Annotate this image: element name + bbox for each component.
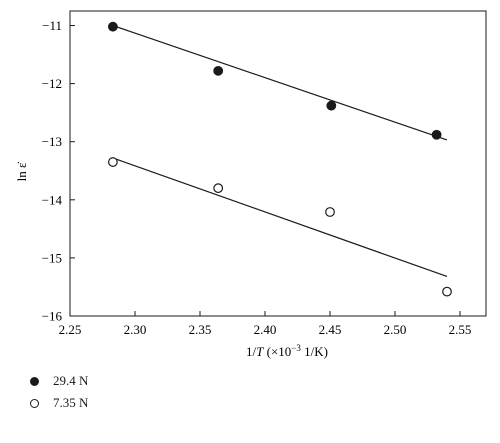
y-tick-label: −13 [42,134,62,149]
x-axis-title: 1/T (×10−3 1/K) [246,343,328,359]
x-tick-label: 2.35 [189,322,212,337]
y-tick-label: −14 [42,192,63,207]
data-point-29-4n [326,100,337,111]
x-tick-label: 2.55 [449,322,472,337]
filled-circle-icon [30,376,39,386]
open-circle-icon [30,398,39,408]
legend-item-29-4n: 29.4 N [30,370,88,392]
plot-frame [69,10,487,317]
data-point-7-35n [325,207,335,217]
data-point-29-4n [431,129,442,140]
data-point-7-35n [107,157,118,167]
legend-item-7-35n: 7.35 N [30,392,88,414]
data-point-7-35n [213,183,224,194]
x-tick-label: 2.40 [254,322,277,337]
x-tick-label: 2.30 [124,322,147,337]
legend-label-7-35n: 7.35 N [53,395,89,410]
legend: 29.4 N 7.35 N [30,370,88,414]
y-tick-label: −16 [42,309,63,324]
x-tick-label: 2.45 [319,322,342,337]
y-axis-title: ln ε̇ [14,162,29,182]
fit-line-29-4n [112,24,448,141]
fit-line-7-35n [112,157,448,278]
y-tick-label: −11 [42,18,62,33]
x-tick-label: 2.50 [384,322,407,337]
plot-area: 2.25 2.30 2.35 2.40 2.45 2.50 2.55 −11 −12 −13 −14… [42,10,487,337]
data-point-29-4n [213,65,224,76]
x-tick-label: 2.25 [59,322,82,337]
data-point-29-4n [107,21,118,32]
legend-label-29-4n: 29.4 N [53,373,89,388]
y-tick-label: −12 [42,76,62,91]
y-tick-label: −15 [42,250,62,265]
data-point-7-35n [442,286,452,297]
